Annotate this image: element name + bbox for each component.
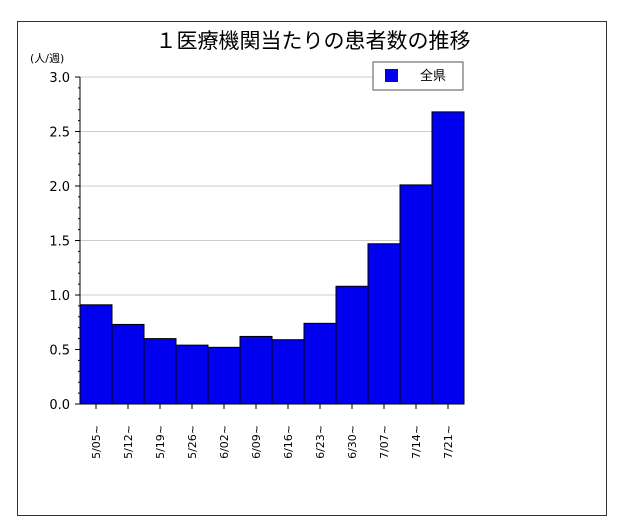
x-tick-label: 6/02~ <box>218 425 231 459</box>
legend: 全県 <box>372 61 464 91</box>
bar-609 <box>239 335 273 405</box>
y-axis-label: (人/週) <box>30 52 64 65</box>
y-tick-label: 1.5 <box>49 235 70 250</box>
y-tick-label: 1.0 <box>49 289 70 304</box>
y-tick-label: 0.0 <box>49 398 70 413</box>
x-tick-label: 7/07~ <box>378 425 391 459</box>
x-tick-label: 5/26~ <box>186 425 199 459</box>
bar-512 <box>111 323 145 405</box>
y-tick-labels: 0.0 0.5 1.0 1.5 2.0 2.5 3.0 <box>49 71 70 413</box>
bar-616 <box>271 339 305 405</box>
bar-519 <box>143 338 177 405</box>
legend-swatch <box>385 69 398 82</box>
bar-707 <box>367 243 401 405</box>
y-tick-label: 2.5 <box>49 126 70 141</box>
x-tick-label: 5/12~ <box>122 425 135 459</box>
bar-602 <box>207 346 241 405</box>
bar-630 <box>335 285 369 405</box>
x-tick-label: 6/30~ <box>346 425 359 459</box>
bar-505 <box>79 304 113 405</box>
x-tick-label: 5/05~ <box>90 425 103 459</box>
bar-623 <box>303 322 337 405</box>
x-tick-label: 7/14~ <box>410 425 423 459</box>
bar-526 <box>175 344 209 405</box>
x-tick-labels: 5/05~ 5/12~ 5/19~ 5/26~ 6/02~ 6/09~ 6/16~ 6/23~… <box>90 425 455 459</box>
x-tick-label: 6/23~ <box>314 425 327 459</box>
chart-frame <box>17 21 607 516</box>
bar-714 <box>399 184 433 405</box>
chart-title: １医療機関当たりの患者数の推移 <box>156 29 471 53</box>
y-tick-label: 3.0 <box>49 71 70 86</box>
bars <box>79 111 465 405</box>
y-tick-label: 2.0 <box>49 180 70 195</box>
x-tick-label: 5/19~ <box>154 425 167 459</box>
bar-721 <box>431 111 465 405</box>
x-tick-label: 7/21~ <box>442 425 455 459</box>
x-tick-label: 6/16~ <box>282 425 295 459</box>
x-tick-label: 6/09~ <box>250 425 263 459</box>
y-tick-label: 0.5 <box>49 344 70 359</box>
axes <box>75 76 464 409</box>
legend-label: 全県 <box>420 68 446 84</box>
